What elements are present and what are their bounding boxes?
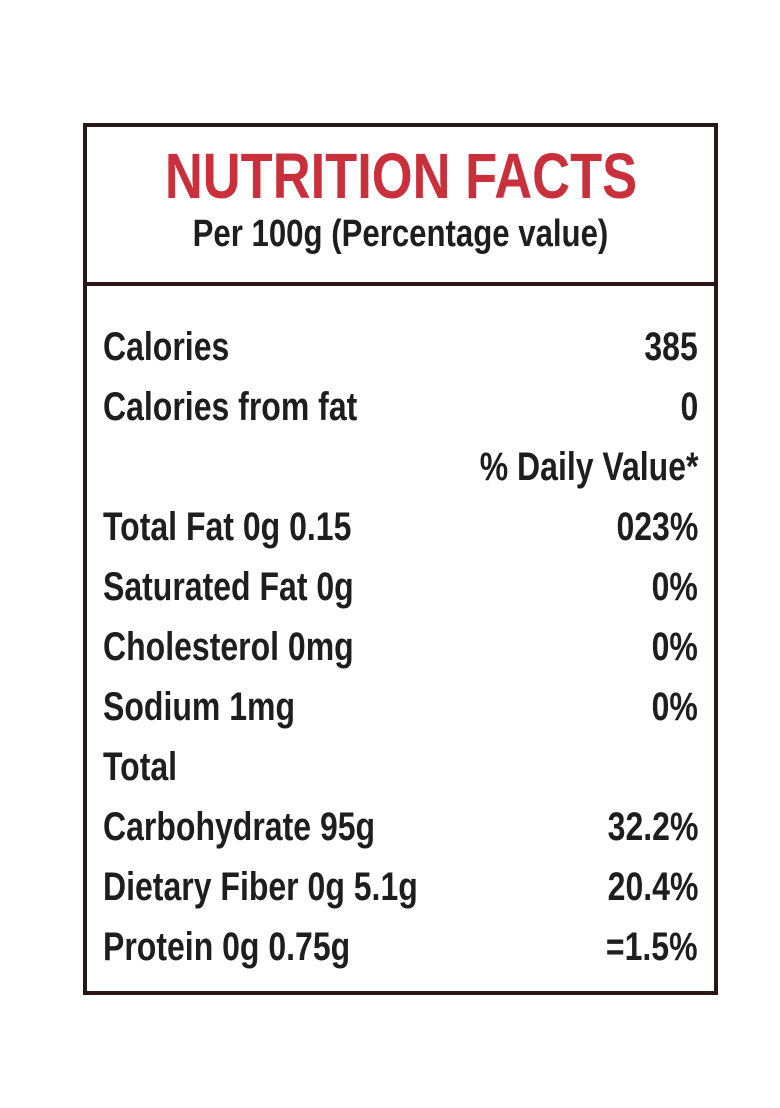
nutrient-label: Total — [103, 745, 178, 789]
nutrient-value: 20.4% — [607, 865, 698, 909]
nutrient-row: Calories 385 — [103, 322, 698, 372]
nutrient-row: Cholesterol 0mg 0% — [103, 622, 698, 672]
nutrient-label: Calories from fat — [103, 385, 358, 429]
nutrient-row: Saturated Fat 0g 0% — [103, 562, 698, 612]
nutrient-value: 0% — [651, 625, 698, 669]
nutrient-row: Total Fat 0g 0.15 023% — [103, 502, 698, 552]
nutrient-row: Dietary Fiber 0g 5.1g 20.4% — [103, 862, 698, 912]
nutrition-label: NUTRITION FACTS Per 100g (Percentage val… — [83, 123, 718, 995]
nutrient-row: Calories from fat 0 — [103, 382, 698, 432]
nutrient-value: =1.5% — [606, 925, 698, 969]
nutrient-label: Carbohydrate 95g — [103, 805, 376, 849]
label-header: NUTRITION FACTS Per 100g (Percentage val… — [87, 127, 714, 286]
nutrient-value: 385 — [644, 325, 698, 369]
nutrient-row: Total — [103, 742, 698, 792]
nutrient-row: Protein 0g 0.75g =1.5% — [103, 922, 698, 972]
title-box: NUTRITION FACTS — [87, 141, 714, 211]
nutrient-value: 0 — [680, 385, 698, 429]
nutrient-row: Sodium 1mg 0% — [103, 682, 698, 732]
nutrient-label: Calories — [103, 325, 230, 369]
nutrient-label: Dietary Fiber 0g 5.1g — [103, 865, 418, 909]
nutrient-value: 0% — [651, 685, 698, 729]
nutrient-label: Sodium 1mg — [103, 685, 296, 729]
title: NUTRITION FACTS — [164, 140, 637, 212]
nutrient-row: % Daily Value* — [103, 442, 698, 492]
nutrient-label: Saturated Fat 0g — [103, 565, 354, 609]
subtitle-box: Per 100g (Percentage value) — [87, 211, 714, 257]
nutrient-value: % Daily Value* — [479, 445, 698, 489]
nutrient-value: 32.2% — [607, 805, 698, 849]
nutrient-row: Carbohydrate 95g 32.2% — [103, 802, 698, 852]
nutrient-value: 023% — [616, 505, 698, 549]
nutrient-label: Total Fat 0g 0.15 — [103, 505, 352, 549]
nutrient-value: 0% — [651, 565, 698, 609]
nutrient-label: Protein 0g 0.75g — [103, 925, 351, 969]
nutrient-label: Cholesterol 0mg — [103, 625, 354, 669]
subtitle: Per 100g (Percentage value) — [192, 213, 609, 255]
